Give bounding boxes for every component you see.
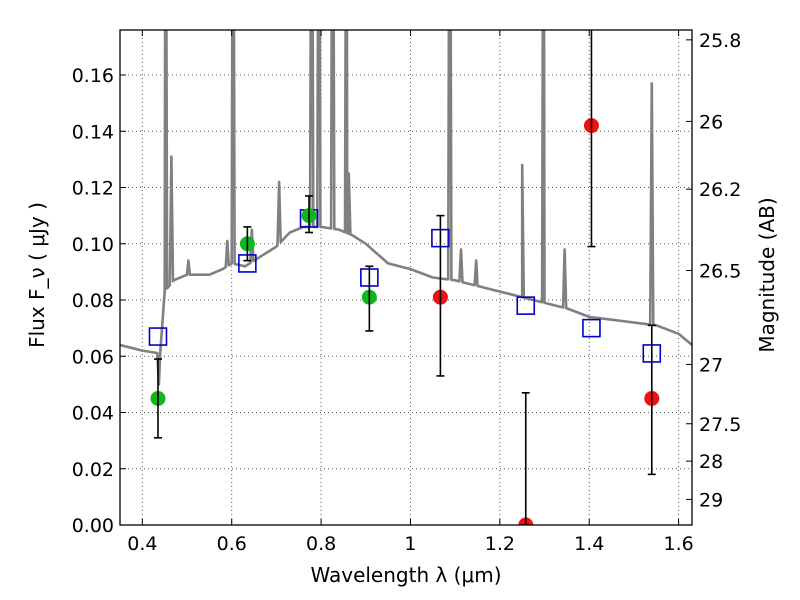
plot-area: [120, 30, 692, 525]
x-tick-label: 1.6: [663, 533, 693, 555]
x-axis-label: Wavelength λ (μm): [310, 563, 501, 587]
spectrum-line: [120, 30, 692, 386]
x-tick-label: 1: [404, 533, 416, 555]
axes: 0.4 0.6 0.8 1 1.2 1.4 1.6 0.00 0.02 0.04 0.06 0.08 0…: [72, 30, 742, 555]
errorbar-group: [153, 30, 656, 525]
right-tick-label: 25.8: [699, 30, 741, 52]
x-tick-label: 0.8: [306, 533, 336, 555]
y-tick-label: 0.08: [72, 290, 114, 312]
right-tick-label: 26.5: [699, 260, 741, 282]
right-tick-label: 27: [699, 354, 723, 376]
right-tick-label: 29: [699, 489, 723, 511]
model-square: [516, 296, 536, 315]
x-tick-label: 1.2: [485, 533, 515, 555]
y-tick-label: 0.16: [72, 65, 114, 87]
y-tick-label: 0.14: [72, 121, 114, 143]
y-tick-label: 0.12: [72, 178, 114, 200]
y-tick-label: 0.00: [72, 515, 114, 537]
model-square: [148, 327, 168, 346]
plot-frame: [119, 29, 693, 526]
x-tick-label: 0.6: [217, 533, 247, 555]
model-square: [582, 318, 601, 338]
errorbars: [153, 30, 656, 525]
y-axis-label: Flux F_ν ( μJy ): [25, 202, 49, 348]
y-axis-label-right: Magnitude (AB): [755, 197, 779, 352]
y-tick-label: 0.04: [72, 403, 114, 425]
right-tick-label: 26.2: [699, 179, 741, 201]
right-tick-label: 28: [699, 451, 723, 473]
grid: [120, 30, 692, 525]
x-tick-label: 1.4: [574, 533, 604, 555]
y-tick-label: 0.06: [72, 346, 114, 368]
right-tick-label: 27.5: [699, 414, 741, 436]
x-tick-label: 0.4: [127, 533, 157, 555]
right-tick-label: 26: [699, 111, 723, 133]
y-tick-label: 0.10: [72, 234, 114, 256]
y-tick-label: 0.02: [72, 459, 114, 481]
